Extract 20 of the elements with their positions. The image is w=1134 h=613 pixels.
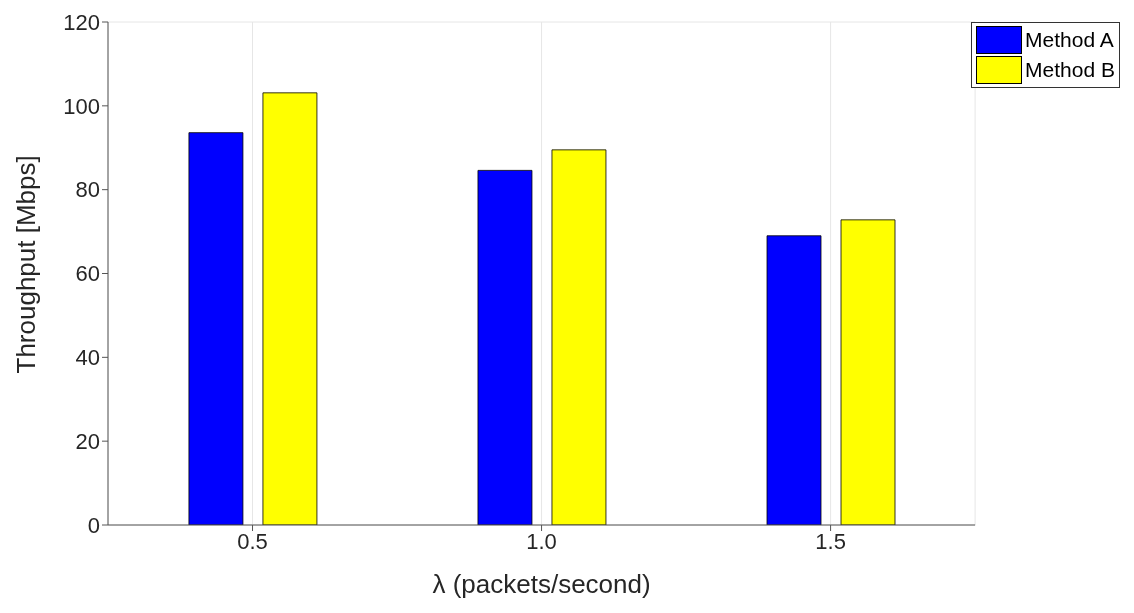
bar (551, 149, 607, 525)
y-tick-label: 80 (75, 177, 100, 203)
y-tick-label: 100 (63, 93, 100, 119)
y-tick-label: 0 (87, 512, 100, 538)
bar (840, 219, 896, 525)
x-axis-title: λ (packets/second) (432, 569, 651, 599)
x-tick-label: 1.5 (815, 528, 846, 554)
y-tick-label: 40 (75, 345, 100, 371)
x-tick-label: 0.5 (237, 528, 268, 554)
y-axis-title: Throughput [Mbps] (11, 155, 42, 374)
x-tick-label: 1.0 (526, 528, 557, 554)
legend-label: Method B (1025, 57, 1115, 83)
legend-label: Method A (1025, 27, 1114, 53)
bar (188, 132, 244, 525)
y-tick-label: 120 (63, 9, 100, 35)
bar (766, 235, 822, 525)
y-tick-label: 60 (75, 261, 100, 287)
bar (477, 169, 533, 525)
y-tick-label: 20 (75, 428, 100, 454)
bar (262, 92, 318, 525)
